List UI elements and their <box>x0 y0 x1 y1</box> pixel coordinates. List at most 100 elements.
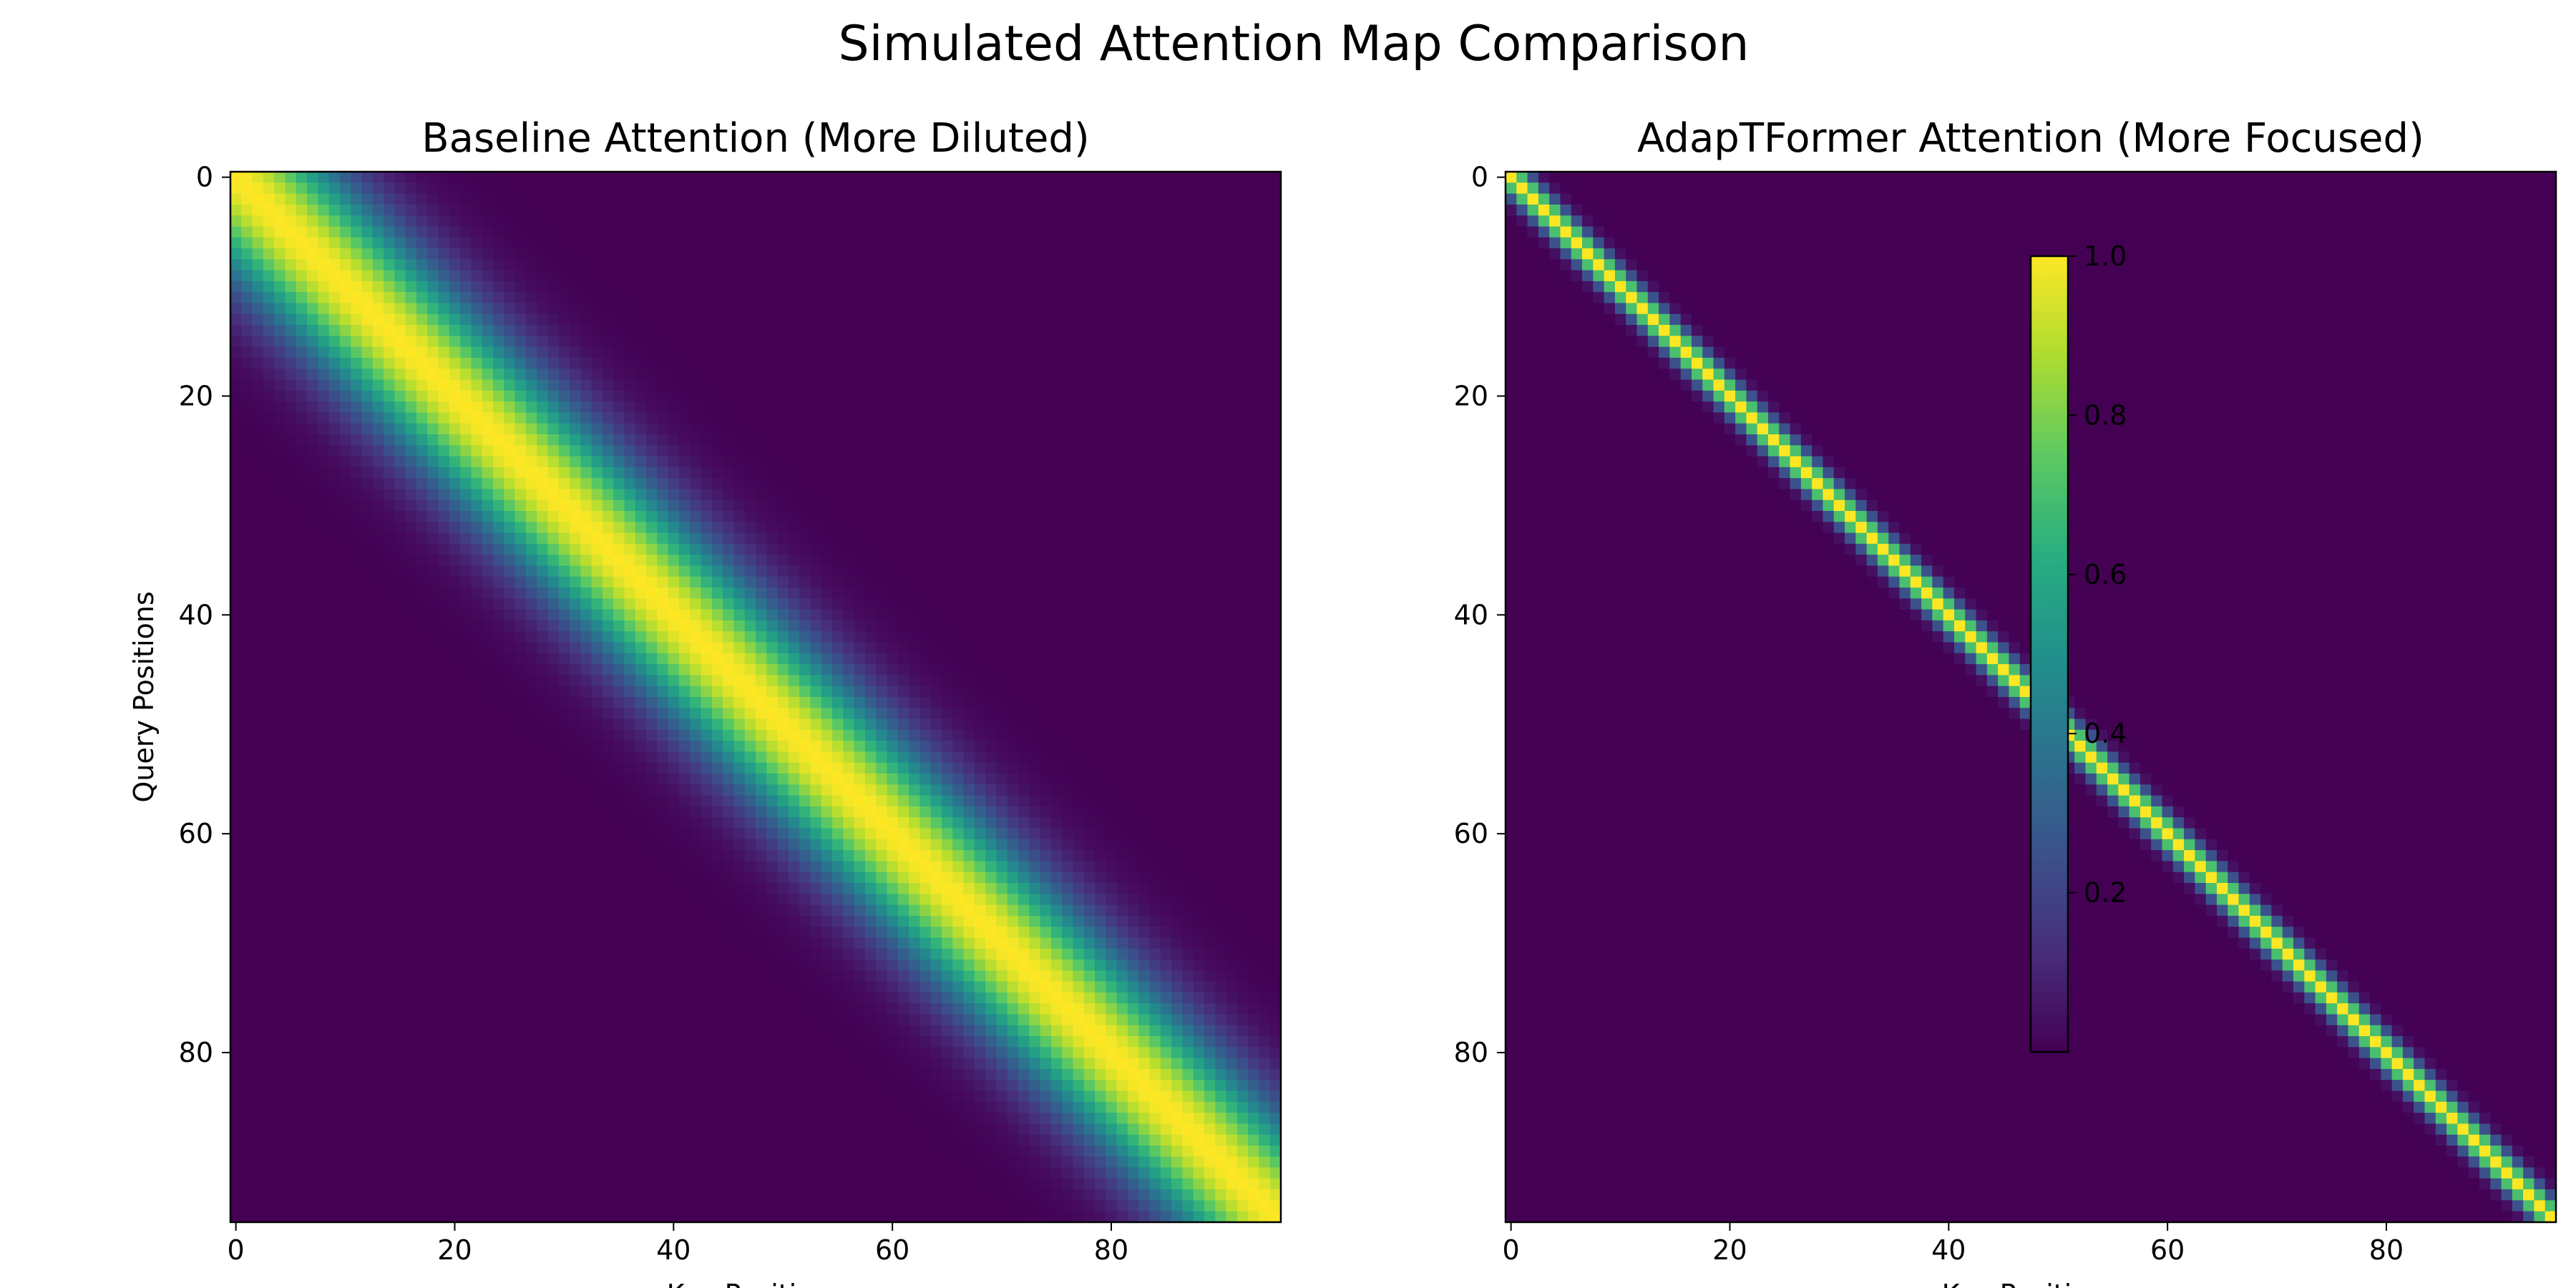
heatmap-cell <box>1106 205 1117 216</box>
heatmap-cell <box>942 587 953 599</box>
heatmap-cell <box>493 653 504 665</box>
heatmap-cell <box>1062 697 1073 708</box>
heatmap-cell <box>602 194 614 205</box>
heatmap-cell <box>898 445 909 457</box>
heatmap-cell <box>1138 489 1150 500</box>
heatmap-cell <box>460 182 472 194</box>
heatmap-cell <box>1237 270 1249 282</box>
heatmap-cell <box>613 620 625 632</box>
heatmap-cell <box>406 686 417 698</box>
heatmap-cell <box>821 314 833 326</box>
heatmap-cell <box>1226 631 1238 643</box>
heatmap-cell <box>241 434 253 446</box>
heatmap-cell <box>690 358 701 369</box>
heatmap-cell <box>351 347 362 358</box>
heatmap-cell <box>394 325 406 336</box>
heatmap-cell <box>1215 620 1226 632</box>
heatmap-cell <box>416 457 428 468</box>
heatmap-cell <box>810 686 821 698</box>
heatmap-cell <box>263 205 275 216</box>
heatmap-cell <box>439 358 450 369</box>
heatmap-cell <box>493 194 504 205</box>
heatmap-cell <box>351 226 362 238</box>
heatmap-cell <box>657 620 668 632</box>
heatmap-cell <box>1106 598 1117 610</box>
heatmap-cell <box>1150 643 1161 654</box>
heatmap-cell <box>996 610 1008 621</box>
heatmap-cell <box>766 675 778 686</box>
heatmap-cell <box>526 248 537 260</box>
heatmap-cell <box>613 697 625 708</box>
heatmap-cell <box>887 643 899 654</box>
heatmap-cell <box>745 391 756 402</box>
heatmap-cell <box>613 292 625 303</box>
heatmap-cell <box>296 172 308 183</box>
heatmap-cell <box>985 631 997 643</box>
heatmap-cell <box>1018 391 1030 402</box>
heatmap-cell <box>1008 182 1019 194</box>
heatmap-cell <box>952 248 964 260</box>
heatmap-cell <box>723 457 734 468</box>
heatmap-cell <box>329 401 341 413</box>
heatmap-cell <box>230 697 242 708</box>
heatmap-cell <box>635 730 647 741</box>
heatmap-cell <box>766 522 778 533</box>
heatmap-cell <box>964 522 975 533</box>
heatmap-cell <box>580 467 592 479</box>
heatmap-cell <box>471 533 482 545</box>
heatmap-cell <box>1117 314 1128 326</box>
heatmap-cell <box>1051 434 1063 446</box>
heatmap-cell <box>406 226 417 238</box>
heatmap-cell <box>821 577 833 588</box>
heatmap-cell <box>318 719 329 731</box>
heatmap-cell <box>296 401 308 413</box>
heatmap-cell <box>482 478 494 489</box>
heatmap-cell <box>394 467 406 479</box>
heatmap-cell <box>975 412 986 424</box>
heatmap-cell <box>373 730 384 741</box>
heatmap-cell <box>241 281 253 293</box>
heatmap-cell <box>416 238 428 249</box>
heatmap-cell <box>384 358 395 369</box>
heatmap-cell <box>592 445 603 457</box>
heatmap-cell <box>1084 697 1096 708</box>
heatmap-cell <box>1029 380 1040 391</box>
heatmap-cell <box>394 620 406 632</box>
heatmap-cell <box>471 620 482 632</box>
heatmap-cell <box>1062 610 1073 621</box>
heatmap-cell <box>318 314 329 326</box>
heatmap-cell <box>285 325 296 336</box>
heatmap-cell <box>570 566 581 577</box>
heatmap-cell <box>362 248 374 260</box>
heatmap-cell <box>668 445 680 457</box>
heatmap-cell <box>952 380 964 391</box>
heatmap-cell <box>592 172 603 183</box>
heatmap-cell <box>799 347 811 358</box>
heatmap-cell <box>384 522 395 533</box>
heatmap-cell <box>876 215 887 227</box>
heatmap-cell <box>307 182 318 194</box>
heatmap-cell <box>1237 620 1249 632</box>
heatmap-cell <box>1008 719 1019 731</box>
heatmap-cell <box>592 533 603 545</box>
heatmap-cell <box>253 697 264 708</box>
heatmap-cell <box>919 511 931 522</box>
heatmap-cell <box>1182 424 1194 435</box>
heatmap-cell <box>898 238 909 249</box>
heatmap-cell <box>580 544 592 555</box>
heatmap-cell <box>362 653 374 665</box>
heatmap-cell <box>843 434 854 446</box>
heatmap-cell <box>592 598 603 610</box>
heatmap-cell <box>318 478 329 489</box>
heatmap-cell <box>1051 478 1063 489</box>
heatmap-cell <box>1018 281 1030 293</box>
heatmap-cell <box>821 215 833 227</box>
heatmap-cell <box>515 697 527 708</box>
heatmap-cell <box>898 281 909 293</box>
heatmap-cell <box>362 598 374 610</box>
heatmap-cell <box>1138 544 1150 555</box>
heatmap-cell <box>253 358 264 369</box>
heatmap-cell <box>307 457 318 468</box>
heatmap-cell <box>745 577 756 588</box>
heatmap-cell <box>1117 631 1128 643</box>
